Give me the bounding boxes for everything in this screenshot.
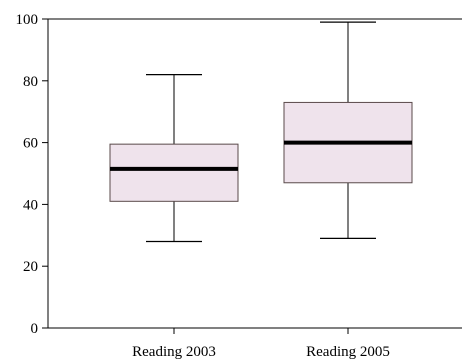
y-tick-label-100: 100 — [16, 12, 39, 28]
plot-frame — [47, 18, 462, 329]
y-tick-label-20: 20 — [23, 259, 38, 275]
y-tick-label-0: 0 — [31, 321, 39, 337]
x-tick-label-2: Reading 2005 — [306, 344, 390, 360]
x-axis: Reading 2003 Reading 2005 — [132, 328, 390, 360]
iqr-box — [109, 143, 239, 202]
box-1 — [109, 74, 239, 243]
y-axis: 0 20 40 60 80 100 — [16, 12, 48, 337]
y-tick-label-40: 40 — [23, 197, 38, 213]
x-tick-label-1: Reading 2003 — [132, 344, 216, 360]
y-tick-label-80: 80 — [23, 74, 38, 90]
y-tick-label-60: 60 — [23, 136, 38, 152]
boxes-layer — [109, 21, 413, 243]
box-2 — [283, 21, 413, 239]
